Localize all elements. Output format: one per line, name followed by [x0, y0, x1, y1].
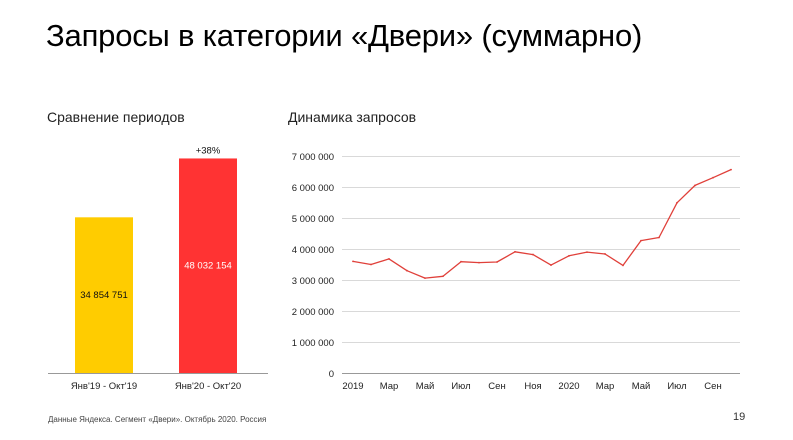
footnote: Данные Яндекса. Сегмент «Двери». Октябрь… — [48, 415, 267, 424]
line-point — [676, 201, 678, 204]
x-tick-label: Май — [632, 381, 651, 392]
line-point — [604, 253, 606, 255]
x-tick-label: Сен — [704, 381, 721, 392]
x-tick-label: Июл — [451, 381, 470, 392]
line-point — [352, 260, 354, 263]
x-tick-label: Ноя — [524, 381, 541, 392]
bar-chart-title: Сравнение периодов — [47, 109, 185, 125]
line-chart-title: Динамика запросов — [288, 109, 417, 125]
x-tick-label: 2019 — [342, 381, 363, 392]
bar-change-annotation: +38% — [196, 145, 221, 156]
line-point — [370, 263, 372, 266]
y-tick-label: 0 — [329, 369, 334, 380]
bar-1 — [75, 217, 133, 373]
line-series — [352, 169, 732, 279]
line-point — [388, 258, 390, 260]
line-point — [730, 168, 732, 171]
y-tick-label: 1 000 000 — [292, 338, 334, 349]
y-tick-label: 2 000 000 — [292, 307, 334, 318]
y-tick-label: 3 000 000 — [292, 276, 334, 287]
line-point — [478, 261, 480, 264]
bar-category-label-1: Янв'19 - Окт'19 — [71, 381, 137, 392]
line-point — [694, 184, 696, 187]
line-point — [640, 239, 642, 242]
x-tick-label: Сен — [488, 381, 505, 392]
line-point — [586, 251, 588, 254]
x-tick-label: Мар — [596, 381, 615, 392]
y-tick-label: 5 000 000 — [292, 214, 334, 225]
line-point — [568, 254, 570, 257]
x-tick-label: Мар — [380, 381, 399, 392]
line-point — [532, 253, 534, 256]
page-number: 19 — [733, 411, 746, 423]
bar-category-label-2: Янв'20 - Окт'20 — [175, 381, 241, 392]
line-point — [460, 260, 462, 263]
x-tick-label: 2020 — [558, 381, 579, 392]
y-tick-label: 6 000 000 — [292, 183, 334, 194]
line-point — [496, 261, 498, 263]
line-point — [442, 275, 444, 278]
bar-value-label-1: 34 854 751 — [80, 290, 128, 301]
bar-2 — [179, 158, 237, 373]
line-point — [424, 277, 426, 280]
line-point — [550, 264, 552, 267]
x-tick-label: Июл — [667, 381, 686, 392]
line-point — [406, 269, 408, 272]
y-tick-label: 7 000 000 — [292, 152, 334, 163]
slide-title: Запросы в категории «Двери» (суммарно) — [46, 18, 643, 53]
y-tick-label: 4 000 000 — [292, 245, 334, 256]
line-point — [658, 236, 660, 239]
line-point — [712, 176, 714, 179]
bar-value-label-2: 48 032 154 — [184, 261, 232, 272]
line-point — [622, 264, 624, 267]
line-point — [514, 250, 516, 253]
x-tick-label: Май — [416, 381, 435, 392]
